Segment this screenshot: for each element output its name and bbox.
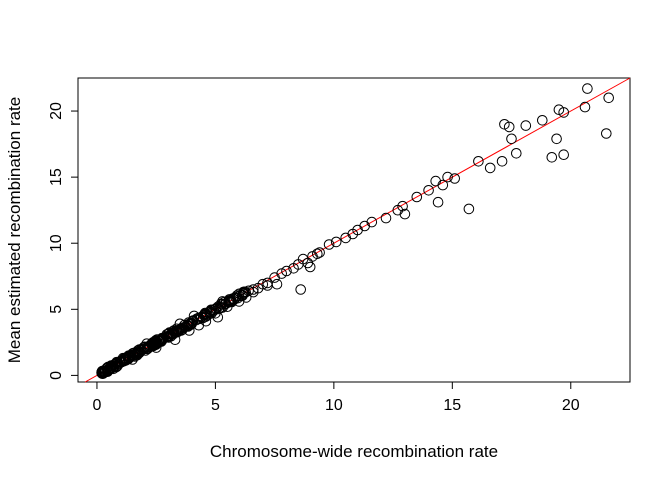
data-point [366, 216, 378, 228]
data-point [281, 265, 292, 277]
data-point [582, 83, 593, 94]
y-tick-label: 10 [48, 234, 65, 252]
data-point [262, 280, 273, 291]
data-point [168, 326, 180, 338]
data-point [506, 133, 517, 145]
data-point [432, 196, 444, 208]
data-point [97, 366, 109, 378]
data-point [323, 239, 335, 250]
data-point [579, 101, 591, 113]
data-point [220, 298, 232, 310]
y-tick-label: 15 [48, 168, 65, 186]
data-point [380, 212, 392, 224]
data-point [340, 232, 352, 244]
data-point [239, 286, 250, 298]
data-point [551, 133, 562, 145]
x-axis-title: Chromosome-wide recombination rate [210, 442, 498, 461]
data-point [397, 200, 408, 212]
data-point [146, 338, 157, 350]
y-axis-title: Mean estimated recombination rate [5, 97, 24, 363]
data-point [200, 311, 211, 323]
y-axis: 0 5 10 15 20 [48, 102, 79, 380]
data-point [304, 261, 316, 273]
data-point [139, 342, 150, 353]
data-point [503, 121, 515, 133]
x-tick-label: 5 [211, 397, 220, 414]
data-point [496, 156, 508, 167]
data-point [449, 173, 461, 184]
data-point [520, 120, 532, 131]
data-point [330, 236, 342, 248]
data-point [314, 247, 325, 258]
y-tick-label: 5 [48, 305, 65, 314]
data-point [232, 292, 243, 304]
data-point [133, 346, 145, 357]
data-point [601, 128, 612, 139]
data-point [484, 162, 496, 174]
x-tick-label: 0 [92, 397, 101, 414]
data-point [175, 323, 187, 335]
data-point [295, 284, 307, 295]
data-point [463, 203, 475, 215]
data-point [473, 156, 484, 167]
data-point [172, 326, 184, 338]
data-point [227, 293, 239, 304]
x-tick-label: 15 [443, 397, 461, 414]
x-tick-label: 10 [325, 397, 343, 414]
data-point [161, 329, 173, 340]
data-point [423, 185, 434, 196]
data-point [194, 313, 206, 325]
data-point [437, 179, 449, 191]
x-axis: 0 5 10 15 20 [92, 381, 580, 414]
data-point [411, 191, 423, 203]
data-point [111, 357, 122, 369]
data-point [312, 248, 323, 260]
y-tick-label: 20 [48, 102, 65, 120]
data-point [196, 311, 207, 323]
data-point [558, 149, 570, 160]
data-point [201, 310, 213, 322]
data-point [399, 208, 411, 220]
data-point [546, 152, 558, 163]
data-point [558, 107, 570, 118]
data-point [511, 148, 522, 159]
data-point [187, 315, 198, 327]
data-point [430, 175, 442, 187]
data-point [97, 365, 108, 377]
data-point [537, 115, 548, 126]
data-point [104, 363, 115, 374]
data-point [271, 278, 283, 290]
data-point [603, 92, 615, 104]
data-point [103, 364, 114, 375]
data-point [257, 278, 269, 290]
x-tick-label: 20 [562, 397, 580, 414]
data-point [442, 171, 453, 183]
y-tick-label: 0 [48, 371, 65, 380]
